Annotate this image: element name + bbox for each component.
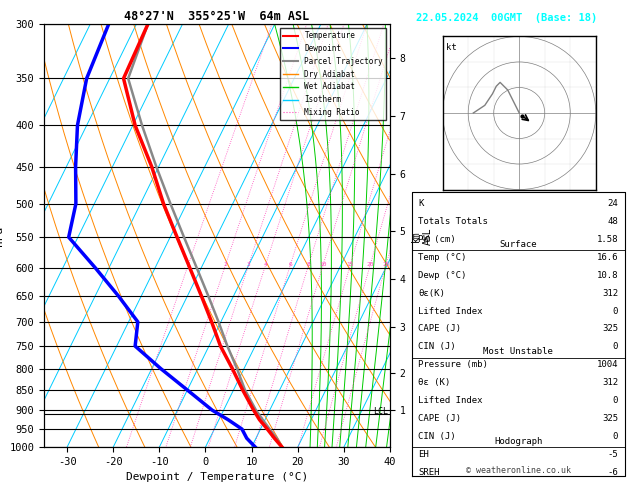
Text: Most Unstable: Most Unstable [483, 347, 554, 356]
Text: 325: 325 [602, 414, 618, 423]
Text: 312: 312 [602, 289, 618, 297]
Text: 1004: 1004 [597, 360, 618, 369]
Text: CIN (J): CIN (J) [418, 432, 456, 441]
Text: 10: 10 [320, 262, 327, 267]
Text: 0: 0 [613, 432, 618, 441]
Text: CAPE (J): CAPE (J) [418, 325, 462, 333]
Text: 4: 4 [264, 262, 267, 267]
Text: PW (cm): PW (cm) [418, 235, 456, 244]
Text: 15: 15 [347, 262, 354, 267]
Text: 22.05.2024  00GMT  (Base: 18): 22.05.2024 00GMT (Base: 18) [416, 13, 598, 23]
Text: Totals Totals: Totals Totals [418, 217, 488, 226]
Text: Hodograph: Hodograph [494, 437, 542, 446]
Text: Lifted Index: Lifted Index [418, 396, 483, 405]
Text: SREH: SREH [418, 468, 440, 477]
Text: θε(K): θε(K) [418, 289, 445, 297]
Text: 8: 8 [307, 262, 311, 267]
Y-axis label: hPa: hPa [0, 226, 4, 246]
Text: CIN (J): CIN (J) [418, 342, 456, 351]
Text: 6: 6 [289, 262, 292, 267]
Title: 48°27'N  355°25'W  64m ASL: 48°27'N 355°25'W 64m ASL [125, 10, 309, 23]
Text: 1.58: 1.58 [597, 235, 618, 244]
Text: EH: EH [418, 450, 429, 459]
Text: 48: 48 [608, 217, 618, 226]
Text: 25: 25 [382, 262, 390, 267]
Text: Surface: Surface [499, 240, 537, 249]
Text: CAPE (J): CAPE (J) [418, 414, 462, 423]
Text: kt: kt [446, 43, 457, 52]
Text: θε (K): θε (K) [418, 378, 450, 387]
Text: -5: -5 [608, 450, 618, 459]
Legend: Temperature, Dewpoint, Parcel Trajectory, Dry Adiabat, Wet Adiabat, Isotherm, Mi: Temperature, Dewpoint, Parcel Trajectory… [280, 28, 386, 120]
Text: 2: 2 [224, 262, 228, 267]
Text: Lifted Index: Lifted Index [418, 307, 483, 315]
Text: -6: -6 [608, 468, 618, 477]
Text: 3: 3 [247, 262, 250, 267]
Text: 20: 20 [367, 262, 374, 267]
Text: LCL: LCL [374, 407, 389, 416]
Text: 325: 325 [602, 325, 618, 333]
X-axis label: Dewpoint / Temperature (°C): Dewpoint / Temperature (°C) [126, 472, 308, 483]
Text: 312: 312 [602, 378, 618, 387]
Text: 0: 0 [613, 307, 618, 315]
Text: 0: 0 [613, 342, 618, 351]
Text: Temp (°C): Temp (°C) [418, 253, 467, 262]
Text: 0: 0 [613, 396, 618, 405]
Text: 24: 24 [608, 199, 618, 208]
Text: 1: 1 [186, 262, 190, 267]
Text: Pressure (mb): Pressure (mb) [418, 360, 488, 369]
Text: 16.6: 16.6 [597, 253, 618, 262]
Text: © weatheronline.co.uk: © weatheronline.co.uk [466, 466, 571, 475]
Text: 10.8: 10.8 [597, 271, 618, 280]
Text: Dewp (°C): Dewp (°C) [418, 271, 467, 280]
Y-axis label: km
ASL: km ASL [411, 227, 433, 244]
Text: K: K [418, 199, 424, 208]
